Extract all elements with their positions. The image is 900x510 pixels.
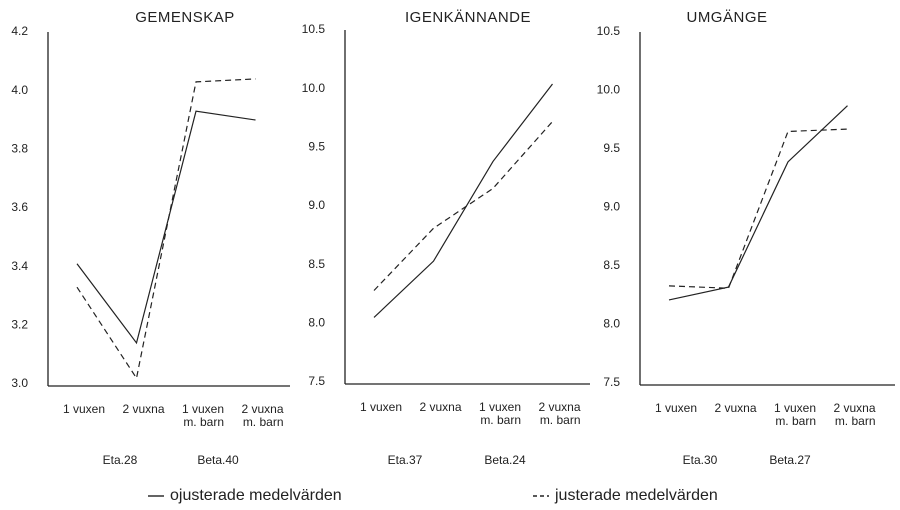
x-tick-label: 1 vuxen [359,400,402,414]
annotation: Beta.40 [197,453,239,467]
y-tick-label: 3.2 [11,318,28,332]
annotation: Eta.37 [388,453,423,467]
y-tick-label: 8.5 [308,257,325,271]
annotation: Beta.24 [484,453,526,467]
chart-title: IGENKÄNNANDE [405,9,531,26]
y-tick-label: 3.6 [11,200,28,214]
y-tick-label: 10.5 [597,24,621,38]
y-tick-label: 8.0 [603,317,620,331]
annotation: Beta.27 [769,453,811,467]
y-tick-label: 4.0 [11,83,28,97]
annotation: Eta.28 [103,453,138,467]
annotation: Eta.30 [683,453,718,467]
x-tick-label: 2 vuxna m. barn [833,401,876,428]
x-tick-label: 1 vuxen m. barn [773,401,816,428]
x-tick-label: 2 vuxna [122,402,165,416]
x-tick-label: 1 vuxen [62,402,105,416]
x-tick-label: 2 vuxna [419,400,462,414]
y-tick-label: 9.0 [308,198,325,212]
line [373,83,553,318]
y-tick-label: 7.5 [308,374,325,388]
x-tick-label: 1 vuxen [654,401,697,415]
x-tick-label: 2 vuxna m. barn [538,400,581,427]
y-tick-label: 3.0 [11,376,28,390]
x-tick-label: 2 vuxna [714,401,757,415]
y-tick-label: 8.5 [603,258,620,272]
y-tick-label: 4.2 [11,24,28,38]
line [76,78,256,380]
x-tick-label: 1 vuxen m. barn [478,400,521,427]
x-tick-label: 2 vuxna m. barn [241,402,284,429]
chart-title: GEMENSKAP [135,9,235,26]
line [373,121,553,291]
y-tick-label: 9.5 [603,141,620,155]
legend-label: justerade medelvärden [554,487,718,504]
y-tick-label: 9.5 [308,140,325,154]
y-tick-label: 10.0 [302,81,326,95]
legend-label: ojusterade medelvärden [170,487,342,504]
y-tick-label: 3.4 [11,259,28,273]
line [668,105,848,301]
chart-title: UMGÄNGE [686,9,767,26]
y-tick-label: 3.8 [11,142,28,156]
y-tick-label: 9.0 [603,200,620,214]
x-tick-label: 1 vuxen m. barn [181,402,224,429]
y-tick-label: 10.5 [302,22,326,36]
line [668,128,848,289]
y-tick-label: 10.0 [597,83,621,97]
y-tick-label: 8.0 [308,316,325,330]
y-tick-label: 7.5 [603,375,620,389]
